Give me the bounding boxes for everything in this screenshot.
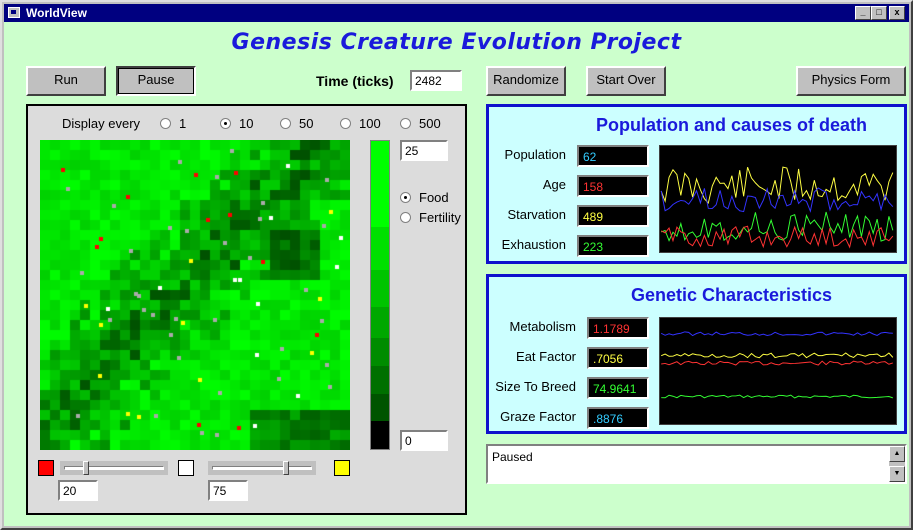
physics-form-button[interactable]: Physics Form (796, 66, 906, 96)
eat-factor-value: .7056 (587, 347, 649, 369)
slider-track (212, 466, 312, 470)
layer-option-label: Fertility (419, 210, 461, 225)
app-icon (8, 7, 20, 18)
red-color-swatch[interactable] (38, 460, 54, 476)
white-color-swatch[interactable] (178, 460, 194, 476)
scale-max-field[interactable]: 25 (400, 140, 448, 161)
radio-icon (400, 118, 411, 129)
maximize-button[interactable]: □ (871, 6, 887, 20)
randomize-button[interactable]: Randomize (486, 66, 566, 96)
status-text: Paused (492, 450, 533, 464)
display-every-label: Display every (62, 116, 141, 131)
world-map-canvas[interactable] (40, 140, 350, 450)
food-scale-bar (370, 140, 390, 450)
left-threshold-field[interactable]: 20 (58, 480, 98, 501)
world-map-panel: Display every 1 10 50 100 500 25 0 Food … (26, 104, 467, 515)
population-label: Population (504, 147, 566, 162)
display-option-label: 100 (359, 116, 381, 131)
radio-selected-icon (400, 192, 411, 203)
size-to-breed-value: 74.9641 (587, 377, 649, 399)
starvation-label: Starvation (507, 207, 566, 222)
display-option-500[interactable]: 500 (400, 116, 441, 131)
client-area: Genesis Creature Evolution Project Run P… (4, 22, 909, 526)
close-button[interactable]: x (889, 6, 905, 20)
display-option-50[interactable]: 50 (280, 116, 313, 131)
eat-factor-label: Eat Factor (516, 349, 576, 364)
age-trace (660, 225, 894, 249)
radio-icon (160, 118, 171, 129)
exhaustion-label: Exhaustion (501, 237, 566, 252)
metabolism-trace (661, 360, 893, 366)
genetics-title: Genetic Characteristics (630, 285, 833, 305)
scroll-up-icon[interactable]: ▲ (889, 446, 905, 462)
exhaustion-value: 223 (577, 235, 649, 257)
display-option-label: 1 (179, 116, 187, 131)
layer-option-food[interactable]: Food (400, 190, 449, 205)
graze-factor-label: Graze Factor (500, 409, 576, 424)
time-field[interactable]: 2482 (410, 70, 462, 91)
run-button[interactable]: Run (26, 66, 106, 96)
page-title: Genesis Creature Evolution Project (231, 30, 682, 55)
exhaustion-trace (661, 211, 894, 242)
radio-icon (340, 118, 351, 129)
age-value: 158 (577, 175, 649, 197)
eat-factor-trace (661, 352, 894, 359)
graze-factor-value: .8876 (587, 407, 649, 429)
size-to-breed-label: Size To Breed (495, 379, 576, 394)
slider-thumb[interactable] (82, 461, 89, 475)
status-scrollbar[interactable]: ▲ ▼ (889, 446, 905, 482)
status-box[interactable]: Paused ▲ ▼ (486, 444, 907, 484)
population-graph (659, 145, 897, 253)
title-bar[interactable]: WorldView _ □ x (4, 4, 909, 22)
starvation-trace (660, 166, 894, 205)
starvation-value: 489 (577, 205, 649, 227)
minimize-button[interactable]: _ (855, 6, 871, 20)
metabolism-value: 1.1789 (587, 317, 649, 339)
layer-option-fertility[interactable]: Fertility (400, 210, 461, 225)
right-threshold-field[interactable]: 75 (208, 480, 248, 501)
radio-selected-icon (220, 118, 231, 129)
metabolism-label: Metabolism (509, 319, 576, 334)
scale-min-field[interactable]: 0 (400, 430, 448, 451)
window-title: WorldView (26, 6, 87, 20)
slider-track (64, 466, 164, 470)
slider-thumb[interactable] (282, 461, 289, 475)
time-label: Time (ticks) (316, 73, 394, 89)
display-option-label: 50 (299, 116, 314, 131)
population-title: Population and causes of death (595, 115, 868, 135)
yellow-color-swatch[interactable] (334, 460, 350, 476)
scroll-down-icon[interactable]: ▼ (889, 466, 905, 482)
size-to-breed-trace (661, 394, 893, 399)
genetics-panel: Genetic Characteristics Metabolism 1.178… (486, 274, 907, 434)
display-option-100[interactable]: 100 (340, 116, 381, 131)
display-option-label: 500 (419, 116, 441, 131)
layer-option-label: Food (419, 190, 449, 205)
genetics-graph (659, 317, 897, 425)
population-panel: Population and causes of death Populatio… (486, 104, 907, 264)
pause-button[interactable]: Pause (116, 66, 196, 96)
population-trace (660, 187, 894, 213)
radio-icon (400, 212, 411, 223)
display-option-1[interactable]: 1 (160, 116, 186, 131)
right-threshold-slider[interactable] (208, 461, 316, 475)
start-over-button[interactable]: Start Over (586, 66, 666, 96)
age-label: Age (542, 177, 566, 192)
population-value: 62 (577, 145, 649, 167)
left-threshold-slider[interactable] (60, 461, 168, 475)
radio-icon (280, 118, 291, 129)
graze-factor-trace (660, 331, 893, 337)
display-option-10[interactable]: 10 (220, 116, 253, 131)
display-option-label: 10 (239, 116, 254, 131)
